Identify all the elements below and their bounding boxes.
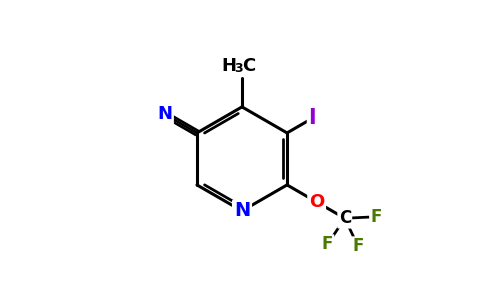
Text: 3: 3 bbox=[234, 62, 243, 75]
Text: F: F bbox=[322, 236, 333, 253]
Text: I: I bbox=[308, 108, 316, 128]
Text: F: F bbox=[370, 208, 382, 226]
Text: N: N bbox=[157, 105, 172, 123]
Text: C: C bbox=[339, 209, 351, 227]
Text: C: C bbox=[242, 57, 255, 75]
Text: F: F bbox=[352, 238, 364, 256]
Text: N: N bbox=[234, 201, 250, 220]
Text: H: H bbox=[221, 57, 236, 75]
Text: O: O bbox=[309, 193, 324, 211]
